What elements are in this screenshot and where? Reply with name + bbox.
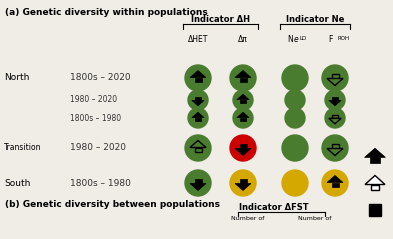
Circle shape: [233, 108, 253, 128]
Text: LD: LD: [299, 36, 306, 41]
Polygon shape: [329, 118, 341, 124]
Text: e: e: [294, 35, 299, 44]
Polygon shape: [192, 100, 204, 106]
Circle shape: [188, 90, 208, 110]
Circle shape: [282, 170, 308, 196]
Polygon shape: [371, 185, 379, 190]
Text: Indicator ΔH: Indicator ΔH: [191, 15, 250, 24]
Polygon shape: [365, 175, 385, 185]
Polygon shape: [195, 118, 201, 121]
Text: Indicator ΔFST: Indicator ΔFST: [239, 203, 309, 212]
Polygon shape: [327, 148, 343, 156]
Text: F: F: [329, 35, 333, 44]
Text: 1800s – 1980: 1800s – 1980: [70, 179, 131, 188]
Circle shape: [322, 65, 348, 91]
Polygon shape: [237, 112, 249, 118]
Circle shape: [322, 135, 348, 161]
Polygon shape: [192, 112, 204, 118]
Circle shape: [285, 90, 305, 110]
Polygon shape: [327, 78, 343, 86]
Circle shape: [282, 65, 308, 91]
Text: ΔHET: ΔHET: [188, 35, 208, 44]
Text: North: North: [4, 74, 29, 82]
Polygon shape: [240, 100, 246, 103]
Polygon shape: [239, 77, 246, 82]
Polygon shape: [190, 71, 206, 77]
Text: (a) Genetic diversity within populations: (a) Genetic diversity within populations: [5, 8, 208, 17]
Text: 1800s – 1980: 1800s – 1980: [70, 114, 121, 123]
Circle shape: [185, 170, 211, 196]
Circle shape: [230, 135, 256, 161]
Polygon shape: [195, 77, 202, 82]
Polygon shape: [332, 74, 338, 78]
Polygon shape: [195, 147, 202, 152]
Polygon shape: [332, 115, 338, 118]
Text: Δπ: Δπ: [238, 35, 248, 44]
Text: N: N: [287, 35, 293, 44]
Text: ROH: ROH: [337, 36, 349, 41]
Text: (b) Genetic diversity between populations: (b) Genetic diversity between population…: [5, 200, 220, 209]
Polygon shape: [235, 71, 251, 77]
Polygon shape: [239, 144, 246, 148]
Text: Transition: Transition: [4, 143, 42, 152]
Text: Number of: Number of: [231, 216, 265, 221]
Text: South: South: [4, 179, 30, 188]
Polygon shape: [240, 118, 246, 121]
Text: Indicator Ne: Indicator Ne: [286, 15, 344, 24]
Text: 1980 – 2020: 1980 – 2020: [70, 96, 117, 104]
Polygon shape: [369, 204, 381, 216]
Circle shape: [188, 108, 208, 128]
Polygon shape: [235, 148, 251, 156]
Polygon shape: [237, 94, 249, 100]
Circle shape: [325, 90, 345, 110]
Polygon shape: [332, 144, 338, 148]
Text: 1980 – 2020: 1980 – 2020: [70, 143, 126, 152]
Polygon shape: [371, 157, 380, 163]
Text: Number of: Number of: [298, 216, 332, 221]
Polygon shape: [235, 184, 251, 190]
Polygon shape: [365, 148, 386, 157]
Circle shape: [282, 135, 308, 161]
Polygon shape: [239, 179, 246, 184]
Polygon shape: [190, 141, 206, 147]
Polygon shape: [332, 97, 338, 100]
Polygon shape: [327, 175, 343, 183]
Circle shape: [185, 135, 211, 161]
Circle shape: [230, 65, 256, 91]
Circle shape: [325, 108, 345, 128]
Text: 1800s – 2020: 1800s – 2020: [70, 74, 130, 82]
Polygon shape: [195, 97, 201, 100]
Circle shape: [230, 170, 256, 196]
Polygon shape: [195, 179, 202, 184]
Circle shape: [285, 108, 305, 128]
Polygon shape: [329, 100, 341, 106]
Circle shape: [185, 65, 211, 91]
Polygon shape: [332, 183, 338, 187]
Circle shape: [322, 170, 348, 196]
Circle shape: [233, 90, 253, 110]
Polygon shape: [190, 184, 206, 190]
